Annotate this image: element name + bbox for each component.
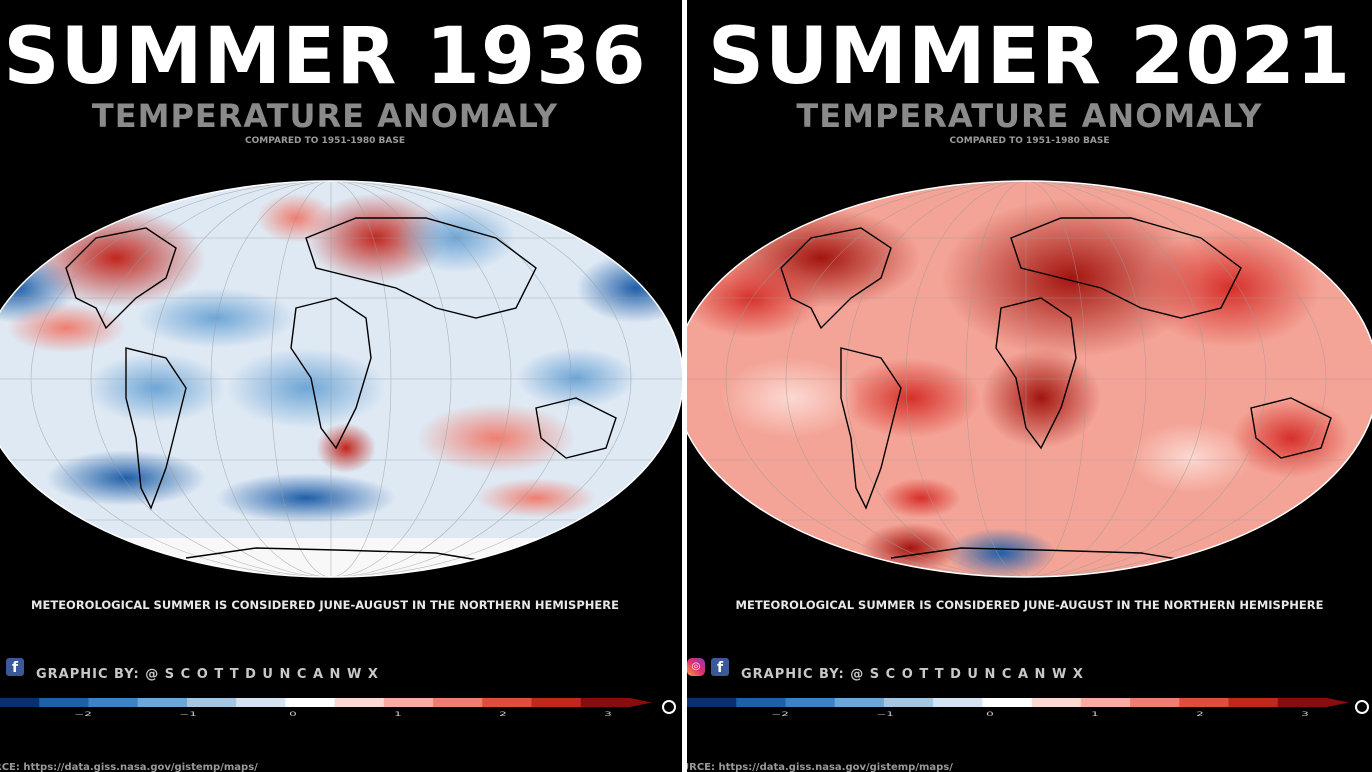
circle-icon (1355, 700, 1369, 714)
base-period-caption: COMPARED TO 1951-1980 BASE (949, 136, 1110, 146)
colorbar-segment (1228, 698, 1279, 707)
colorbar-tick-label: 2 (499, 711, 507, 718)
colorbar-segment (236, 698, 286, 707)
colorbar-segment (334, 698, 385, 707)
anomaly-colorbar: −2 −1 0 1 2 3 (0, 698, 652, 718)
colorbar-segment (433, 698, 483, 707)
anomaly-map-2021 (687, 180, 1372, 578)
panel-subtitle: TEMPERATURE ANOMALY (91, 97, 559, 135)
colorbar-segment (736, 698, 786, 707)
panel-title: SUMMER 2021 (707, 12, 1352, 102)
colorbar-tick-label: −2 (771, 711, 789, 718)
facebook-icon: f (6, 658, 24, 676)
colorbar-arrow (1327, 698, 1349, 707)
colorbar-tick-label: −1 (179, 711, 197, 718)
colorbar-segment (383, 698, 434, 707)
panel-subtitle: TEMPERATURE ANOMALY (796, 97, 1263, 135)
base-period-caption: COMPARED TO 1951-1980 BASE (245, 136, 405, 146)
facebook-icon: f (711, 658, 729, 676)
colorbar-segment (834, 698, 885, 707)
colorbar-tick-label: 0 (986, 711, 994, 718)
instagram-icon: ◎ (687, 658, 705, 676)
colorbar-segment (785, 698, 836, 707)
colorbar-segment (1130, 698, 1180, 707)
colorbar-tick-label: −1 (876, 711, 894, 718)
colorbar-segment (285, 698, 336, 707)
graphic-credit: GRAPHIC BY: @ S C O T T D U N C A N W X (36, 667, 379, 682)
colorbar-segment (933, 698, 983, 707)
colorbar-tick-label: 3 (604, 711, 612, 718)
colorbar-segment (1080, 698, 1131, 707)
colorbar-segment (39, 698, 89, 707)
colorbar-tick-label: −2 (74, 711, 92, 718)
colorbar-tick-label: 1 (1091, 711, 1099, 718)
colorbar-segment (482, 698, 533, 707)
colorbar-segment (687, 698, 737, 707)
anomaly-map-1936 (0, 180, 682, 578)
colorbar-segment (1031, 698, 1082, 707)
colorbar-segment (0, 698, 40, 707)
colorbar-segment (88, 698, 139, 707)
colorbar-tick-label: 3 (1301, 711, 1309, 718)
panel-divider (682, 0, 687, 772)
colorbar-segment (1277, 698, 1328, 707)
panel-1936: SUMMER 1936 TEMPERATURE ANOMALY COMPARED… (0, 0, 682, 772)
colorbar-arrow (630, 698, 652, 707)
colorbar-segment (580, 698, 631, 707)
season-note: METEOROLOGICAL SUMMER IS CONSIDERED JUNE… (31, 598, 619, 612)
colorbar-segment (982, 698, 1033, 707)
data-source: RCE: https://data.giss.nasa.gov/gistemp/… (0, 762, 258, 772)
season-note: METEOROLOGICAL SUMMER IS CONSIDERED JUNE… (735, 598, 1324, 612)
colorbar-segment (186, 698, 237, 707)
colorbar-tick-label: 1 (394, 711, 402, 718)
circle-icon (662, 700, 676, 714)
graphic-credit: GRAPHIC BY: @ S C O T T D U N C A N W X (741, 667, 1084, 682)
data-source: URCE: https://data.giss.nasa.gov/gistemp… (687, 762, 953, 772)
colorbar-segment (1179, 698, 1230, 707)
colorbar-tick-label: 2 (1196, 711, 1204, 718)
colorbar-segment (137, 698, 188, 707)
colorbar-tick-label: 0 (289, 711, 297, 718)
colorbar-segment (883, 698, 934, 707)
panel-title: SUMMER 1936 (3, 12, 647, 102)
colorbar-segment (531, 698, 582, 707)
panel-2021: SUMMER 2021 TEMPERATURE ANOMALY COMPARED… (687, 0, 1372, 772)
